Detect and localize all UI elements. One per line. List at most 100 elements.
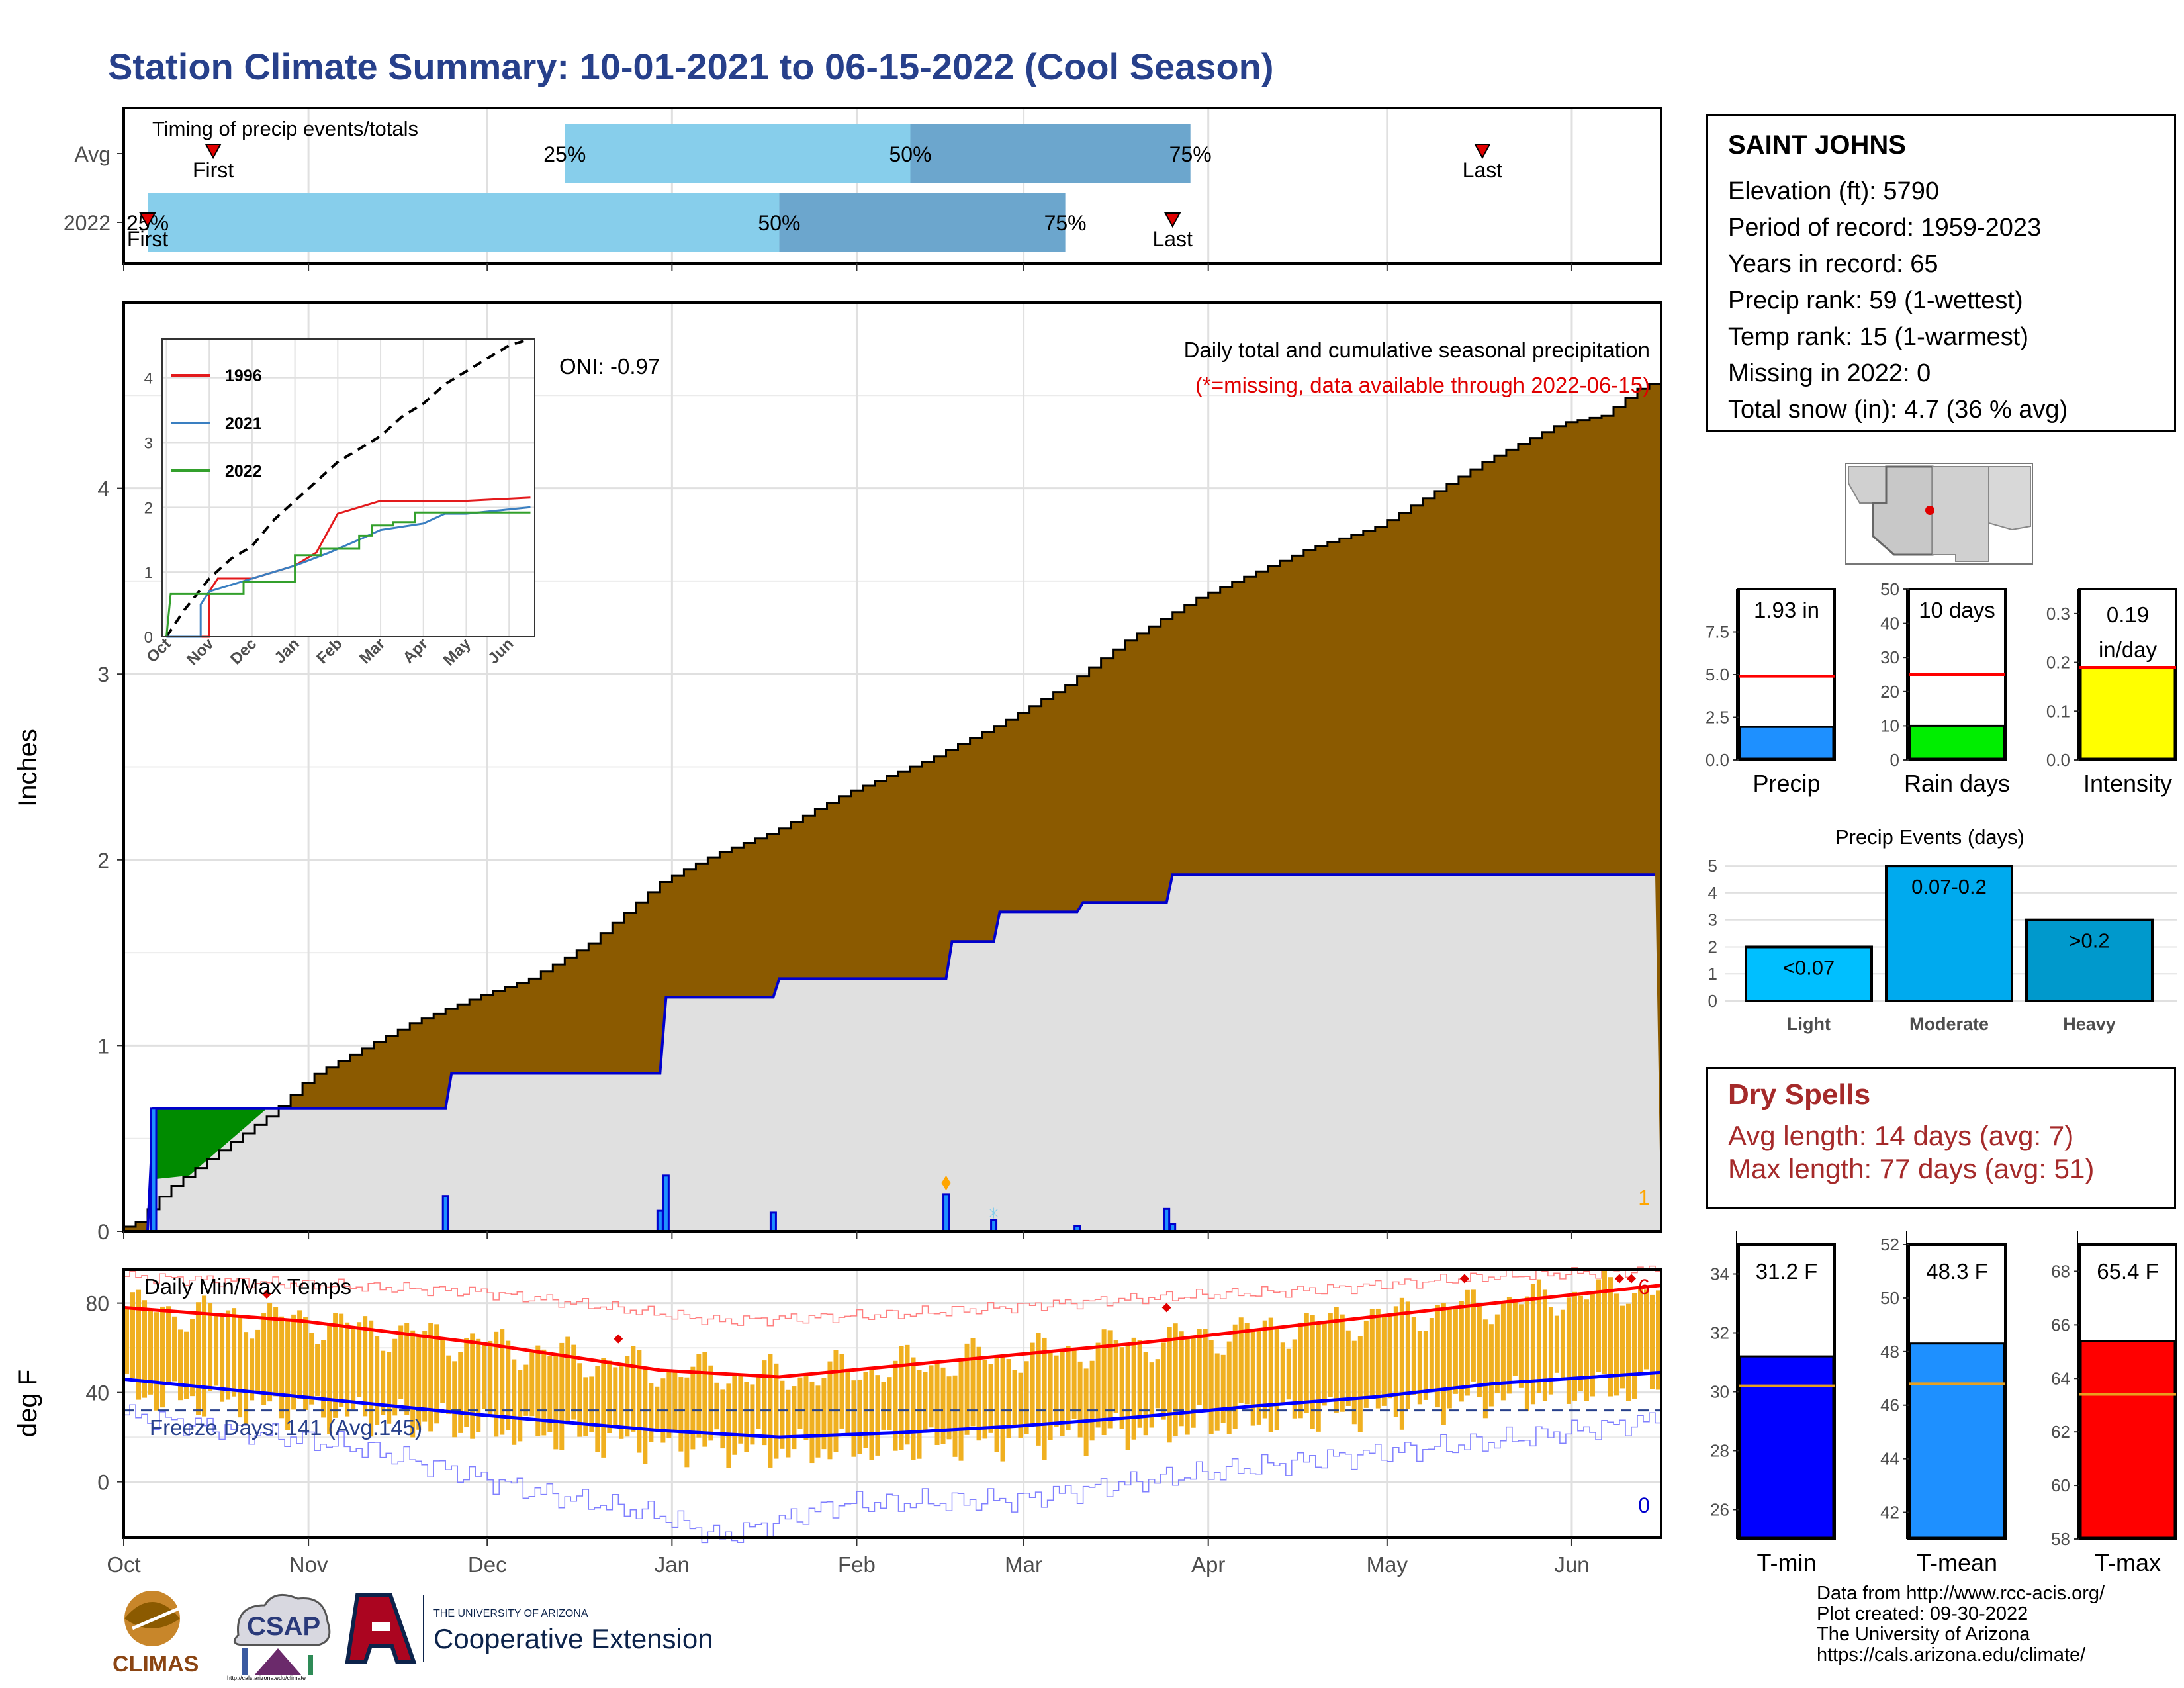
temp-daily-range-bar [1089, 1360, 1095, 1441]
temp-daily-range-bar [952, 1375, 958, 1457]
temp-max-chart-value-bar [2079, 1340, 2176, 1539]
precip-corner-label: 1 [1638, 1186, 1650, 1209]
temp-daily-range-bar [345, 1322, 350, 1417]
temp-daily-range-bar [821, 1378, 827, 1450]
timing-label-Avg-first: First [193, 158, 234, 182]
dry-spells-avg: Avg length: 14 days (avg: 7) [1728, 1120, 2074, 1151]
inset-ytick-label-2: 2 [144, 499, 153, 517]
temp-daily-range-bar [702, 1352, 707, 1447]
temp-daily-range-bar [357, 1322, 362, 1397]
temp-daily-range-bar [172, 1316, 177, 1382]
temp-daily-range-bar [1584, 1299, 1589, 1401]
temp-daily-range-bar [589, 1376, 594, 1432]
precip-panel: ✳ Daily total and cumulative seasonal pre… [13, 301, 1662, 1244]
temp-corner-bottom: 0 [1638, 1493, 1650, 1517]
record-high-marker-0 [262, 1289, 272, 1299]
temp-daily-range-bar [1500, 1301, 1506, 1401]
temp-daily-range-bar [1351, 1340, 1357, 1425]
temperature-panel: Daily Min/Max Temps Freeze Days: 141 (Avg… [13, 263, 1662, 1577]
temp-daily-range-bar [1614, 1293, 1619, 1396]
temp-mean-chart-ytick-label-4: 50 [1880, 1288, 1899, 1308]
temp-daily-range-bar [1423, 1331, 1428, 1400]
temp-daily-range-bar [190, 1319, 195, 1397]
inset-average-line [165, 338, 531, 638]
intensity-chart: 0.0 0.1 0.2 0.3 0.19 in/day Intensity [2046, 588, 2177, 797]
above-average-area [154, 1108, 267, 1180]
temp-daily-range-bar [1185, 1338, 1190, 1435]
temp-daily-range-bar [1488, 1324, 1494, 1407]
temp-daily-range-bar [607, 1360, 612, 1433]
timing-marker-Avg-first [205, 144, 222, 160]
temp-daily-range-bar [1304, 1313, 1309, 1413]
dry-spells-max: Max length: 77 days (avg: 51) [1728, 1153, 2095, 1184]
xtick-label-dec: Dec [468, 1552, 507, 1577]
timing-bar-Avg-early [565, 124, 911, 183]
temp-daily-range-bar [1494, 1314, 1500, 1393]
temp-daily-range-bar [160, 1306, 165, 1408]
temp-daily-range-bar [1625, 1303, 1631, 1401]
temp-max-chart-ytick-label-4: 66 [2051, 1315, 2070, 1335]
temp-daily-range-bar [625, 1356, 630, 1437]
rain-days-chart-ytick-label-3: 30 [1880, 647, 1899, 667]
intensity-chart-value-bar [2079, 666, 2176, 760]
logos: CLIMAS CSAP http://cals.arizona.edu/clim… [113, 1591, 713, 1681]
precip-total-chart-value-bar [1739, 726, 1835, 760]
temp-daily-range-bar [494, 1331, 499, 1437]
temp-daily-range-bar [428, 1323, 433, 1432]
xtick-label-apr: Apr [1191, 1552, 1225, 1577]
temp-daily-range-bar [565, 1336, 570, 1425]
temp-daily-range-bar [1119, 1347, 1124, 1429]
temp-daily-range-bar [1459, 1301, 1464, 1402]
temp-daily-range-bar [1000, 1354, 1005, 1462]
temp-daily-range-bar [1548, 1307, 1553, 1395]
chart-title: Station Climate Summary: 10-01-2021 to 0… [108, 46, 1274, 87]
station-temp-rank: Temp rank: 15 (1-warmest) [1728, 323, 2029, 351]
temp-record-high-line [124, 1265, 1661, 1327]
temp-daily-range-bar [250, 1338, 255, 1401]
timing-row-label-2022: 2022 [64, 211, 111, 235]
temp-daily-range-bar [887, 1377, 892, 1430]
temp-daily-range-bar [1208, 1340, 1214, 1434]
temp-daily-range-bar [1471, 1289, 1476, 1382]
temp-daily-range-bar [130, 1292, 136, 1379]
temp-daily-range-bar [934, 1361, 940, 1445]
temp-daily-range-bar [1405, 1301, 1410, 1409]
temp-daily-range-bar [577, 1363, 582, 1437]
temp-daily-range-bar [1214, 1353, 1220, 1431]
inset-ytick-label-4: 4 [144, 370, 153, 388]
temp-daily-range-bar [1250, 1329, 1255, 1426]
rain-days-chart-ytick-label-1: 10 [1880, 716, 1899, 735]
temp-daily-range-bar [500, 1329, 505, 1435]
temp-daily-range-bar [929, 1365, 934, 1428]
inset-series-2021 [166, 506, 531, 638]
temp-daily-range-bar [279, 1316, 285, 1419]
temp-daily-range-bar [1578, 1295, 1583, 1392]
temp-daily-range-bar [1042, 1337, 1047, 1460]
precip-total-chart-ytick-label-2: 5.0 [1706, 665, 1729, 684]
temp-daily-range-bar [1203, 1329, 1208, 1411]
xtick-label-may: May [1367, 1552, 1408, 1577]
dry-spells-title: Dry Spells [1728, 1078, 1871, 1111]
temp-daily-range-bar [893, 1360, 898, 1451]
temp-daily-range-bar [1417, 1331, 1422, 1405]
temp-daily-range-bar [422, 1331, 428, 1422]
temp-daily-range-bar [1238, 1317, 1244, 1403]
timing-title: Timing of precip events/totals [152, 117, 418, 140]
intensity-chart-value-label: 0.19 [2107, 602, 2149, 627]
temp-daily-range-bar [1453, 1309, 1458, 1394]
temp-daily-range-bar [1155, 1359, 1160, 1409]
temp-mean-chart-ytick-label-5: 52 [1880, 1235, 1899, 1254]
temp-daily-range-bar [255, 1329, 261, 1392]
temp-daily-range-bar [1179, 1331, 1184, 1427]
rain-days-chart-ytick-label-0: 0 [1890, 750, 1899, 770]
temp-daily-range-bar [940, 1367, 946, 1444]
temp-daily-range-bar [1220, 1354, 1226, 1423]
temp-daily-range-bar [631, 1346, 636, 1432]
intensity-chart-ytick-label-1: 0.1 [2046, 701, 2070, 721]
temp-daily-range-bar [1631, 1293, 1637, 1399]
temp-daily-range-bar [267, 1303, 273, 1402]
temp-daily-range-bar [905, 1344, 910, 1445]
station-name: SAINT JOHNS [1728, 130, 1906, 160]
cumulative-average-line [122, 383, 1661, 1231]
temp-daily-range-bar [1197, 1329, 1202, 1405]
